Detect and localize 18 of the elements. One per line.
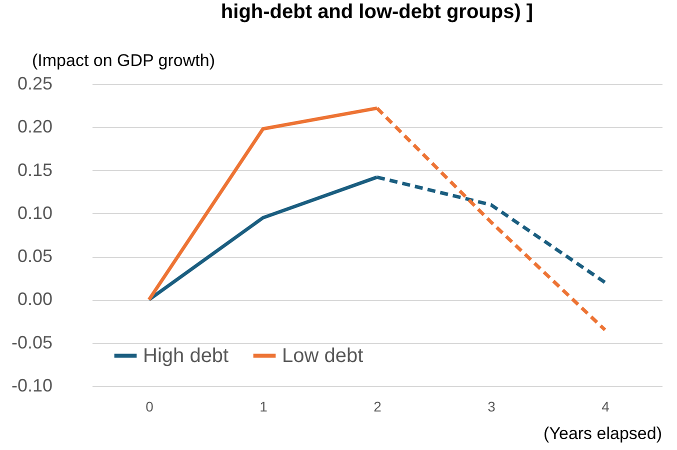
x-tick-label: 3 [488,398,496,414]
legend-label: Low debt [282,344,364,367]
y-tick-label: -0.10 [11,376,52,396]
y-tick-label: 0.20 [17,116,52,137]
x-axis-title: (Years elapsed) [544,424,662,443]
y-axis-title: (Impact on GDP growth) [32,51,215,70]
x-tick-label: 0 [146,398,154,414]
x-tick-label: 2 [374,398,382,414]
y-tick-label: 0.15 [17,160,52,180]
y-tick-label: 0.25 [17,74,52,94]
chart-title: high-debt and low-debt groups) ] [220,1,534,23]
x-tick-label: 4 [602,398,610,414]
y-tick-label: 0.10 [17,202,52,223]
y-tick-label: 0.05 [17,246,52,266]
y-tick-label: -0.05 [11,332,52,352]
y-tick-label: 0.00 [17,289,52,310]
legend-label: High debt [143,344,230,367]
x-tick-label: 1 [260,398,268,414]
